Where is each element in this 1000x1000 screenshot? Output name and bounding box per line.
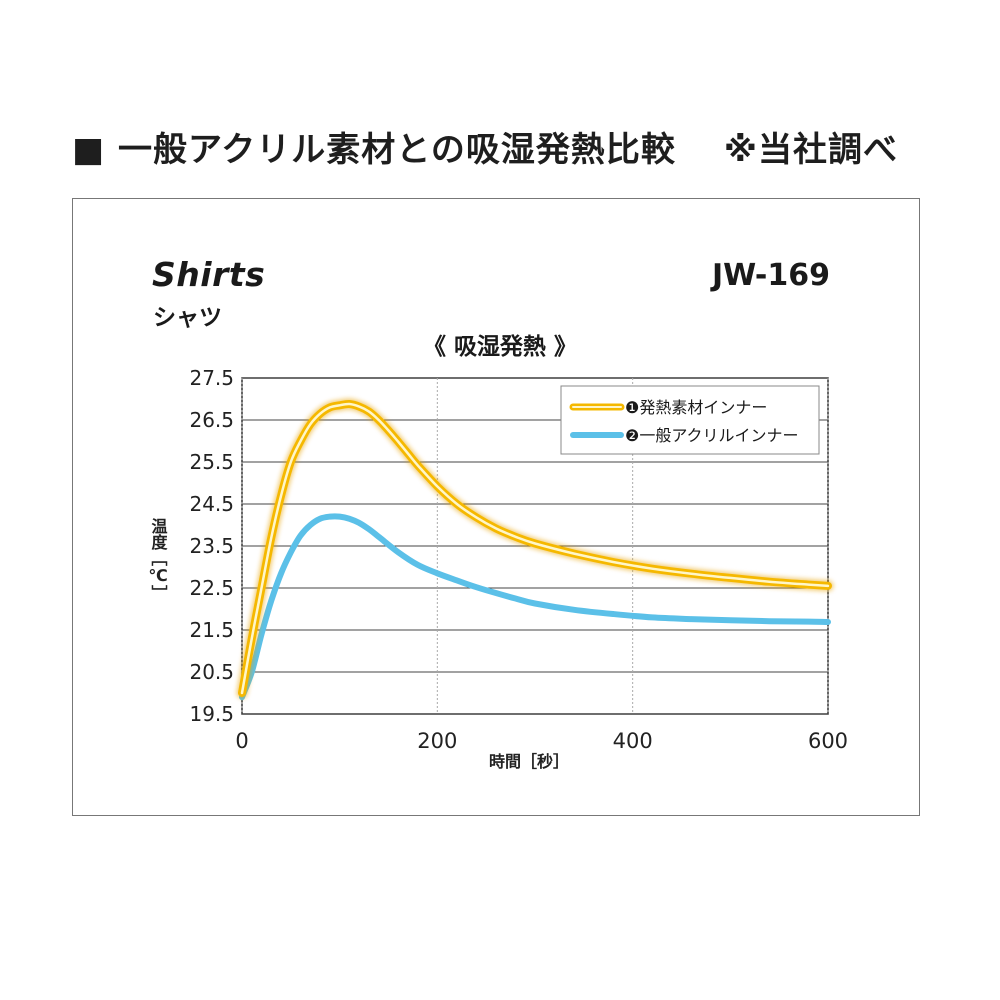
y-axis-title: 温度［℃］ xyxy=(148,518,168,601)
x-tick-label: 200 xyxy=(417,729,457,753)
y-tick-label: 23.5 xyxy=(189,534,234,558)
x-tick-label: 0 xyxy=(235,729,248,753)
legend-box xyxy=(560,385,820,455)
y-tick-label: 25.5 xyxy=(189,450,234,474)
legend-label-1: ❶発熱素材インナー xyxy=(625,398,767,417)
x-tick-label: 600 xyxy=(808,729,848,753)
x-axis-title: 時間［秒］ xyxy=(489,752,569,771)
y-tick-label: 21.5 xyxy=(189,618,234,642)
series-2-line xyxy=(239,513,831,701)
product-name-ja: シャツ xyxy=(153,305,222,331)
heading-note: ※当社調べ xyxy=(723,130,898,170)
series-1-highlight xyxy=(240,402,830,695)
chart-panel xyxy=(72,198,920,816)
series-layer xyxy=(236,398,834,701)
legend: ❶発熱素材インナー ❷一般アクリルインナー xyxy=(560,385,820,455)
chart-title: 《 吸湿発熱 》 xyxy=(422,334,577,360)
product-model: JW-169 xyxy=(712,258,830,293)
x-tick-label: 400 xyxy=(613,729,653,753)
tick-labels: 27.5 26.5 25.5 24.5 23.5 22.5 21.5 20.5 19.50 200… xyxy=(189,366,848,753)
y-tick-label: 20.5 xyxy=(189,660,234,684)
y-tick-label: 22.5 xyxy=(189,576,234,600)
y-tick-label: 19.5 xyxy=(189,702,234,726)
grid xyxy=(241,377,829,715)
product-name-en: Shirts xyxy=(152,255,266,294)
y-tick-label: 26.5 xyxy=(189,408,234,432)
heading-main: ■ 一般アクリル素材との吸湿発熱比較 xyxy=(72,130,676,170)
legend-label-2: ❷一般アクリルインナー xyxy=(625,426,799,445)
axis-titles: 時間［秒］ 温度［℃］ xyxy=(148,518,569,771)
page-heading: ■ 一般アクリル素材との吸湿発熱比較 ※当社調べ xyxy=(72,122,898,171)
y-tick-label: 27.5 xyxy=(189,366,234,390)
y-tick-label: 24.5 xyxy=(189,492,234,516)
